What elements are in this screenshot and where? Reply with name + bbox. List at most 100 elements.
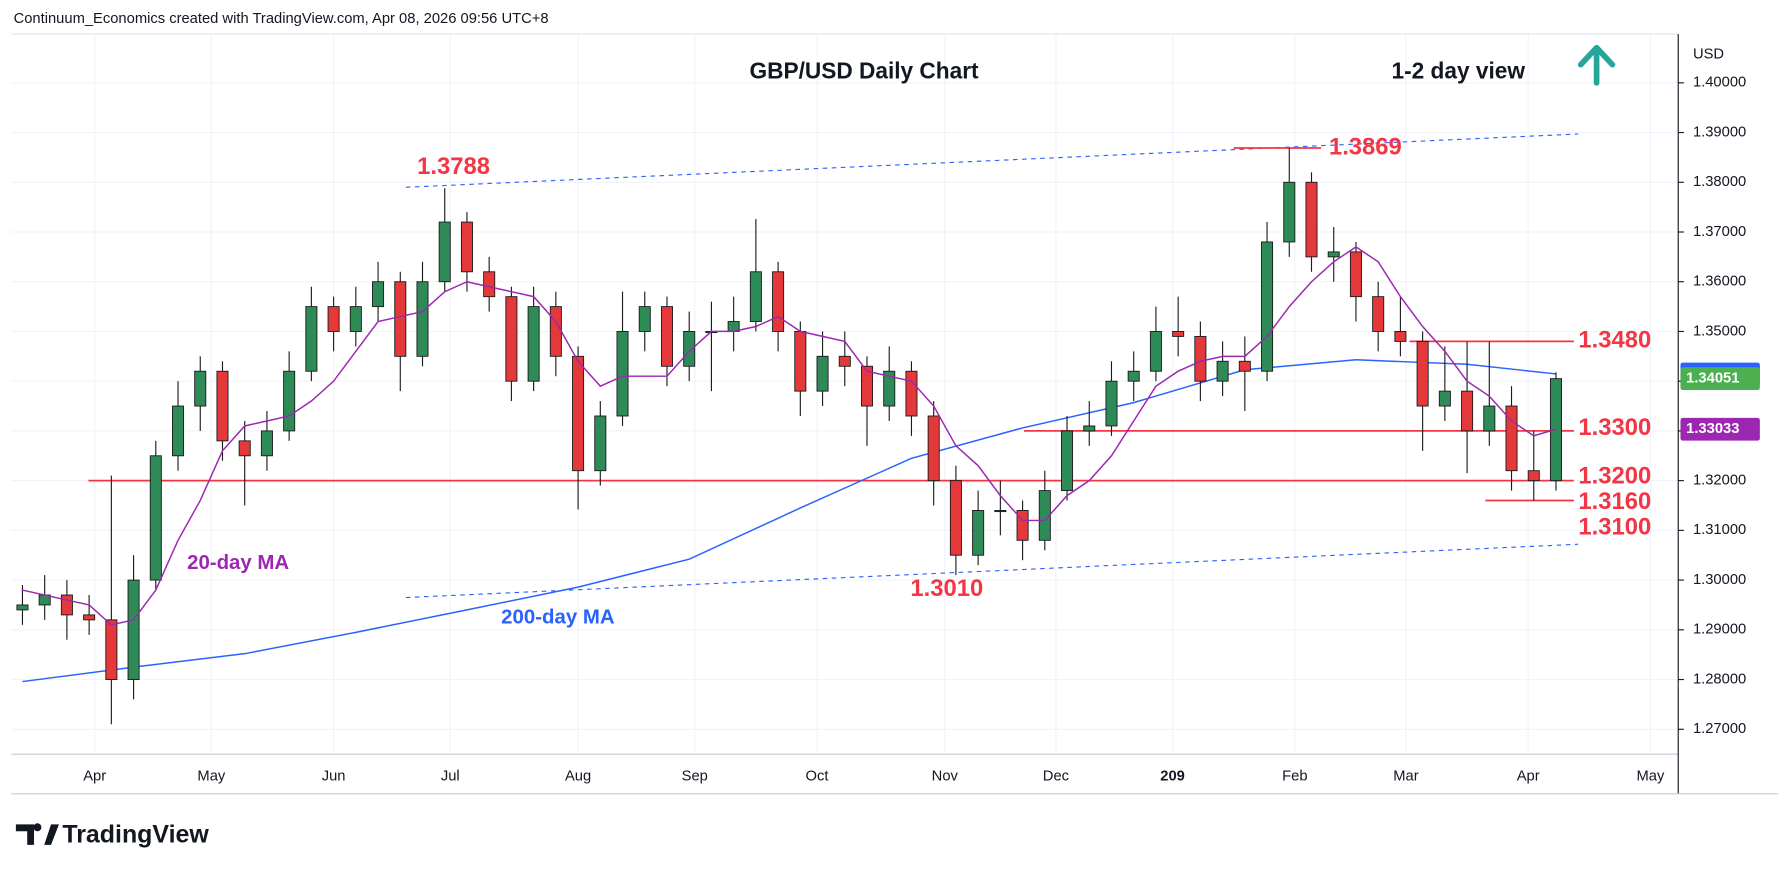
candle-body: [238, 440, 251, 457]
candle-body: [749, 271, 762, 322]
candle-body: [216, 370, 229, 442]
candle-body: [1505, 405, 1518, 472]
ma-line: [22, 246, 1557, 626]
candle-body: [149, 455, 162, 581]
candle-body: [927, 415, 940, 482]
candle-body: [1283, 181, 1296, 243]
candle-body: [372, 281, 385, 308]
candle-body: [994, 510, 1007, 513]
x-tick-label: Aug: [565, 769, 591, 785]
x-tick-label: 209: [1160, 769, 1185, 785]
series-label: 200-day MA: [501, 606, 615, 628]
level-label: 1.3788: [417, 153, 490, 180]
level-label: 1.3200: [1578, 463, 1651, 490]
candle-body: [949, 480, 962, 556]
candle-body: [1461, 390, 1474, 432]
candle-body: [1127, 370, 1140, 382]
y-tick-label: 1.40000: [1693, 75, 1746, 91]
candle-body: [1194, 335, 1207, 382]
x-tick-label: May: [1637, 769, 1665, 785]
candle-body: [972, 510, 985, 556]
candle-body: [572, 355, 585, 472]
candle-body: [549, 306, 562, 357]
level-label: 1.3869: [1329, 133, 1402, 160]
candle-body: [327, 306, 340, 332]
y-tick-label: 1.31000: [1693, 522, 1746, 538]
candle-body: [349, 306, 362, 332]
candle-body: [105, 619, 118, 680]
x-tick-label: Feb: [1282, 769, 1307, 785]
header-credit: Continuum_Economics created with Trading…: [14, 11, 549, 27]
price-badge-label: 1.34051: [1686, 371, 1739, 387]
candle-body: [638, 306, 651, 332]
candle-body: [1261, 241, 1274, 372]
y-tick-label: 1.32000: [1693, 473, 1746, 489]
y-tick-label: 1.30000: [1693, 572, 1746, 588]
candle-body: [594, 415, 607, 472]
up-arrow: [1577, 44, 1616, 86]
candle-body: [838, 355, 851, 367]
candle-body: [438, 221, 451, 283]
candle-body: [1327, 251, 1340, 258]
candle-body: [1372, 296, 1385, 332]
x-tick-label: Dec: [1043, 769, 1069, 785]
candle-body: [505, 296, 518, 382]
x-tick-label: Jul: [441, 769, 460, 785]
candle-body: [660, 306, 673, 367]
candle-body: [1038, 490, 1051, 541]
candle-body: [1238, 360, 1251, 372]
candle-body: [794, 331, 807, 392]
candle-body: [1016, 510, 1029, 541]
candle-body: [883, 370, 896, 407]
candle-body: [483, 271, 496, 298]
price-badge: [1680, 417, 1760, 441]
x-tick-label: Mar: [1393, 769, 1418, 785]
candle-body: [416, 281, 429, 357]
candle-body: [394, 281, 407, 357]
candle-body: [1416, 340, 1429, 407]
candle-body: [1149, 331, 1162, 372]
candle-body: [1216, 360, 1229, 382]
candle-body: [772, 271, 785, 332]
series-label: 20-day MA: [187, 552, 289, 574]
y-tick-label: 1.38000: [1693, 174, 1746, 190]
x-tick-label: May: [197, 769, 225, 785]
x-tick-label: Sep: [682, 769, 708, 785]
candle-body: [1349, 251, 1362, 298]
tradingview-logo: TradingView: [15, 820, 209, 848]
candle-body: [83, 614, 96, 621]
candle-body: [1438, 390, 1451, 407]
candle-body: [905, 370, 918, 417]
candle-body: [1083, 425, 1096, 432]
candle-body: [1305, 181, 1318, 258]
candle-body: [1105, 380, 1118, 427]
price-badge-label: 1.33033: [1686, 421, 1739, 437]
level-label: 1.3100: [1578, 513, 1651, 540]
y-unit: USD: [1693, 46, 1724, 62]
candle-body: [260, 430, 273, 457]
candle-body: [305, 306, 318, 372]
y-tick-label: 1.29000: [1693, 622, 1746, 638]
candle-body: [460, 221, 473, 273]
chart-subtitle: 1-2 day view: [1391, 58, 1525, 84]
y-tick-label: 1.36000: [1693, 274, 1746, 290]
level-label: 1.3010: [910, 575, 983, 602]
candle-body: [127, 579, 140, 680]
candle-body: [283, 370, 296, 432]
candle-body: [1061, 430, 1074, 492]
candle-body: [194, 370, 207, 407]
candle-body: [1394, 331, 1407, 342]
candle-body: [16, 604, 29, 611]
candle-body: [1172, 331, 1185, 337]
logo-text: TradingView: [62, 820, 209, 848]
candle-body: [527, 306, 540, 382]
x-tick-label: Apr: [83, 769, 106, 785]
x-tick-label: Apr: [1517, 769, 1540, 785]
candle-body: [172, 405, 185, 457]
y-tick-label: 1.28000: [1693, 671, 1746, 687]
y-tick-label: 1.39000: [1693, 124, 1746, 140]
level-label: 1.3300: [1578, 414, 1651, 441]
